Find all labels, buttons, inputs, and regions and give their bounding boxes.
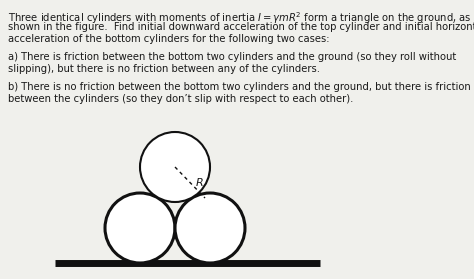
Text: a) There is friction between the bottom two cylinders and the ground (so they ro: a) There is friction between the bottom … xyxy=(8,52,456,62)
Circle shape xyxy=(140,132,210,202)
Text: slipping), but there is no friction between any of the cylinders.: slipping), but there is no friction betw… xyxy=(8,64,320,74)
Circle shape xyxy=(105,193,175,263)
Text: Three identical cylinders with moments of inertia $I = \gamma mR^2$ form a trian: Three identical cylinders with moments o… xyxy=(8,10,472,26)
Text: R: R xyxy=(196,178,204,188)
Text: b) There is no friction between the bottom two cylinders and the ground, but the: b) There is no friction between the bott… xyxy=(8,82,471,92)
Text: shown in the figure.  Find initial downward acceleration of the top cylinder and: shown in the figure. Find initial downwa… xyxy=(8,22,474,32)
Circle shape xyxy=(175,193,245,263)
Text: between the cylinders (so they don’t slip with respect to each other).: between the cylinders (so they don’t sli… xyxy=(8,94,354,104)
Text: acceleration of the bottom cylinders for the following two cases:: acceleration of the bottom cylinders for… xyxy=(8,34,329,44)
